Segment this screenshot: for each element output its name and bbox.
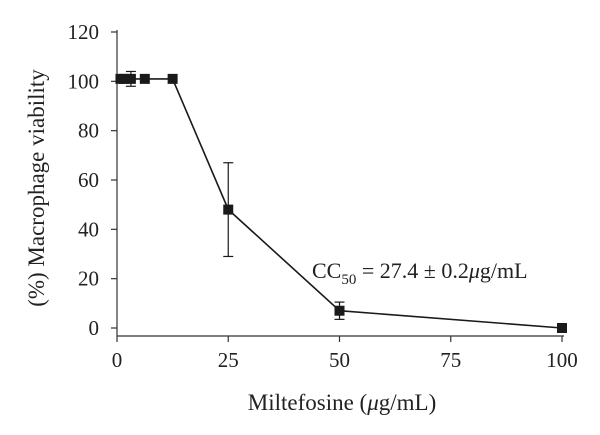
axes: 0 20 40 60 80 100 120 0 25 50 75 100 [68, 20, 578, 372]
data-point [167, 73, 178, 84]
data-point [223, 204, 234, 215]
y-tick-label: 100 [68, 69, 100, 93]
y-tick-label: 120 [68, 20, 100, 44]
y-tick-label: 20 [78, 267, 99, 291]
data-point [334, 305, 345, 316]
y-tick-label: 40 [78, 217, 99, 241]
data-point [139, 73, 150, 84]
y-tick-label: 80 [78, 119, 99, 143]
x-axis-title: Miltefosine (μg/mL) [248, 390, 437, 415]
series-polyline [120, 78, 563, 329]
x-tick-label: 0 [112, 348, 123, 372]
data-point [125, 73, 136, 84]
series-line [120, 78, 563, 329]
y-tick-label: 60 [78, 168, 99, 192]
cc50-annotation: CC50 = 27.4 ± 0.2μg/mL [312, 258, 528, 288]
x-tick-label: 25 [218, 348, 239, 372]
x-tick-label: 75 [440, 348, 461, 372]
x-tick-label: 50 [329, 348, 350, 372]
data-point [118, 73, 129, 84]
data-points [115, 73, 567, 333]
y-axis-title: (%) Macrophage viability [24, 69, 49, 307]
x-tick-label: 100 [546, 348, 578, 372]
y-tick-label: 0 [89, 316, 100, 340]
data-point [557, 323, 567, 333]
